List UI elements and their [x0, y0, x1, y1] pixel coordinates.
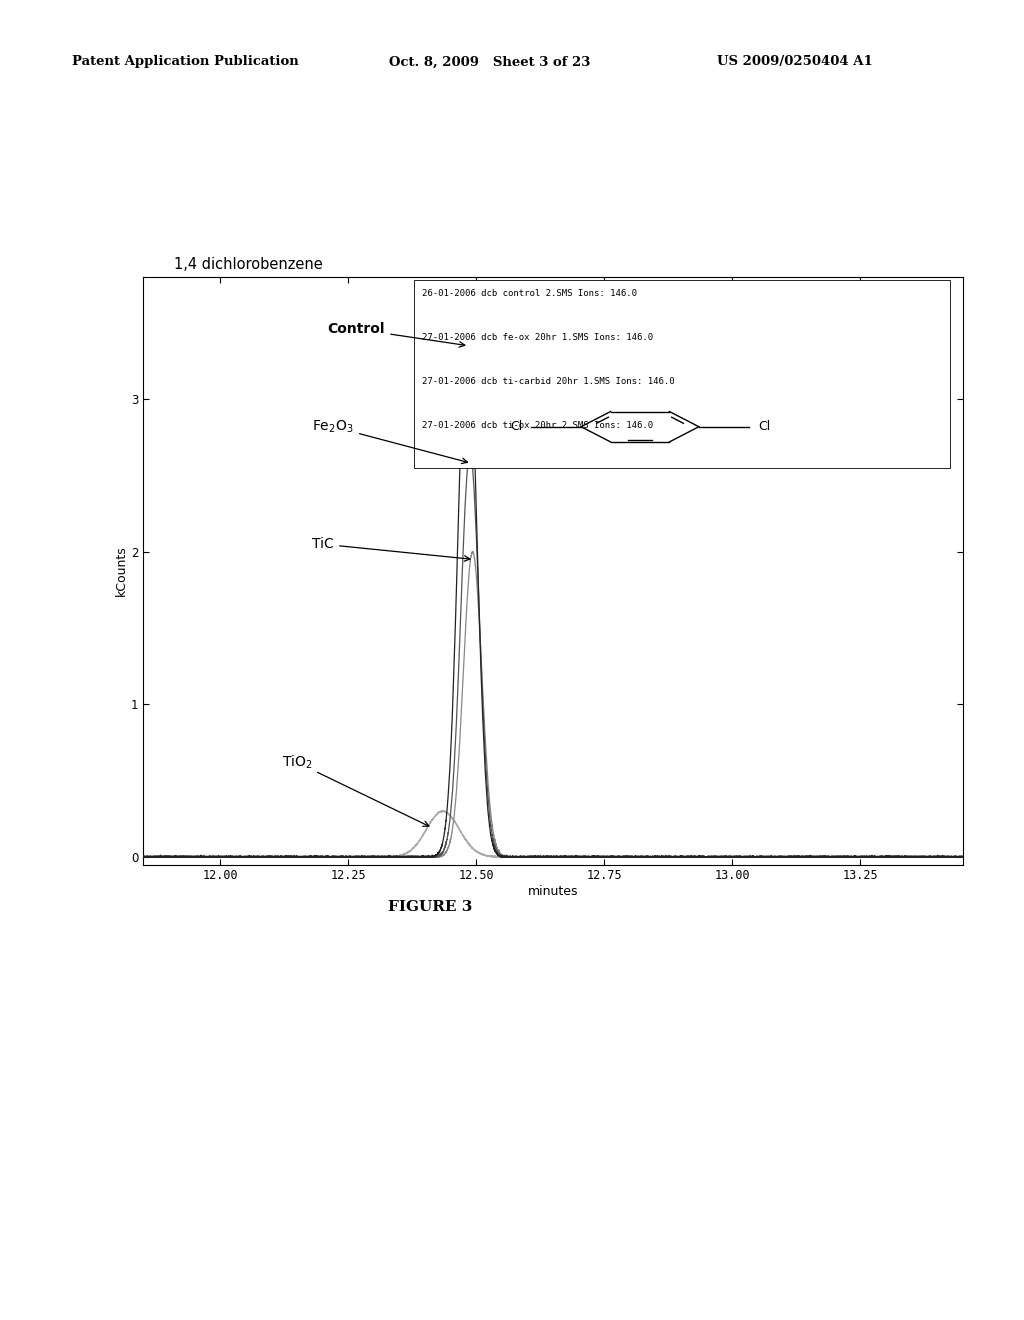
Text: 27-01-2006 dcb ti-ox 20hr 2.SMS Ions: 146.0: 27-01-2006 dcb ti-ox 20hr 2.SMS Ions: 14…	[422, 421, 653, 430]
Text: TiC: TiC	[312, 537, 470, 561]
Text: Cl: Cl	[758, 420, 770, 433]
Bar	[414, 280, 950, 469]
Text: 27-01-2006 dcb fe-ox 20hr 1.SMS Ions: 146.0: 27-01-2006 dcb fe-ox 20hr 1.SMS Ions: 14…	[422, 333, 653, 342]
Text: Control: Control	[328, 322, 465, 347]
Text: Patent Application Publication: Patent Application Publication	[72, 55, 298, 69]
Text: 26-01-2006 dcb control 2.SMS Ions: 146.0: 26-01-2006 dcb control 2.SMS Ions: 146.0	[422, 289, 637, 298]
Text: Fe$_2$O$_3$: Fe$_2$O$_3$	[312, 418, 468, 463]
Text: US 2009/0250404 A1: US 2009/0250404 A1	[717, 55, 872, 69]
Y-axis label: kCounts: kCounts	[116, 545, 128, 597]
Text: TiO$_2$: TiO$_2$	[282, 754, 429, 826]
Text: FIGURE 3: FIGURE 3	[388, 900, 472, 915]
Text: 27-01-2006 dcb ti-carbid 20hr 1.SMS Ions: 146.0: 27-01-2006 dcb ti-carbid 20hr 1.SMS Ions…	[422, 378, 675, 385]
Text: 1,4 dichlorobenzene: 1,4 dichlorobenzene	[174, 257, 323, 272]
X-axis label: minutes: minutes	[527, 886, 579, 898]
Text: Cl: Cl	[510, 420, 522, 433]
Text: Oct. 8, 2009   Sheet 3 of 23: Oct. 8, 2009 Sheet 3 of 23	[389, 55, 591, 69]
